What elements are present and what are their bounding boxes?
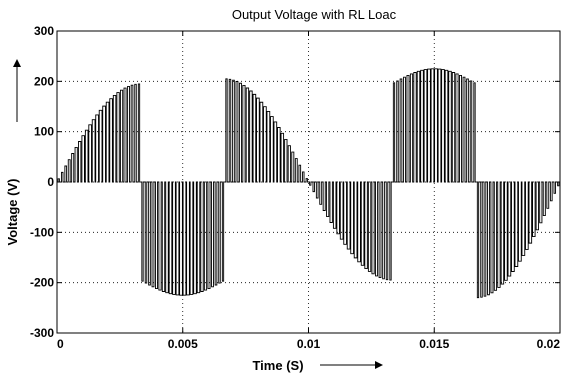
- x-axis-label: Time (S): [252, 358, 303, 373]
- voltage-pulse-segment: [140, 181, 225, 296]
- x-tick-label: 0.02: [537, 337, 561, 351]
- y-axis-label: Voltage (V): [5, 179, 20, 246]
- y-tick-label: -100: [30, 225, 54, 239]
- y-tick-label: -300: [30, 326, 54, 340]
- x-axis-ticks: 0 0.005 0.01 0.015 0.02: [56, 31, 561, 351]
- voltage-pulse-segment: [57, 83, 141, 183]
- x-tick-label: 0.01: [297, 337, 321, 351]
- chart-title: Output Voltage with RL Loac: [232, 7, 397, 22]
- y-tick-label: 200: [34, 74, 54, 88]
- y-tick-label: 0: [47, 175, 54, 189]
- x-tick-label: 0.015: [419, 337, 449, 351]
- voltage-pulse-segment: [476, 181, 560, 299]
- x-tick-label: 0.005: [168, 337, 198, 351]
- y-tick-label: 300: [34, 24, 54, 38]
- plot-area: [57, 68, 560, 299]
- y-tick-label: -200: [30, 276, 54, 290]
- voltage-pulse-segment: [308, 181, 393, 281]
- y-tick-label: 100: [34, 125, 54, 139]
- y-axis-ticks: -300 -200 -100 0 100 200 300: [30, 24, 560, 340]
- voltage-pulse-segment: [392, 68, 477, 183]
- x-tick-label: 0: [57, 337, 64, 351]
- voltage-pulse-segment: [224, 78, 309, 183]
